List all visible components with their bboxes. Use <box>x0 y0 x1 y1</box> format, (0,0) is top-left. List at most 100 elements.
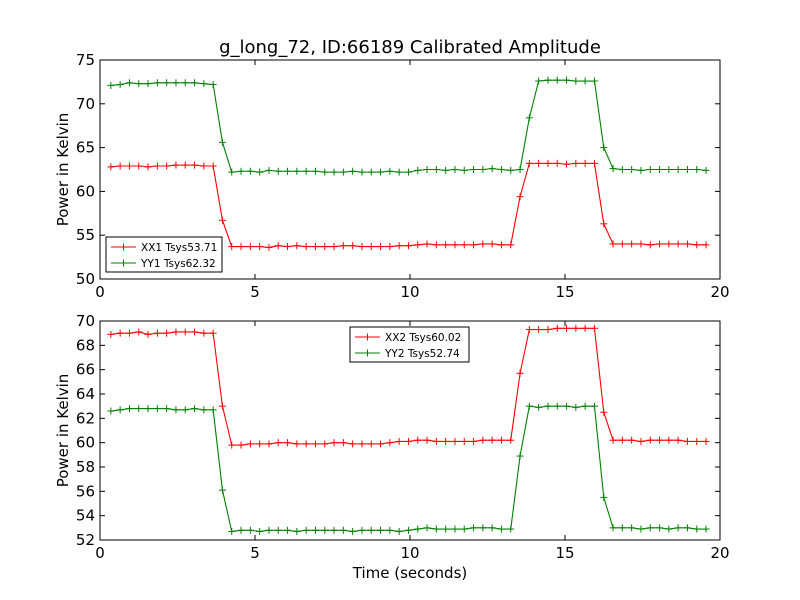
data-point <box>525 402 533 410</box>
y-tick-label: 66 <box>76 361 95 379</box>
data-point <box>144 330 152 338</box>
data-point <box>590 77 598 85</box>
legend-box <box>349 326 470 363</box>
legend-label: YY1 Tsys62.32 <box>140 258 216 270</box>
data-point <box>442 241 450 249</box>
data-point <box>535 77 543 85</box>
data-point <box>265 166 273 174</box>
data-point <box>339 242 347 250</box>
data-point <box>572 159 580 167</box>
data-point <box>535 403 543 411</box>
data-point <box>563 160 571 168</box>
data-point <box>702 525 710 533</box>
data-point <box>116 329 124 337</box>
data-point <box>535 159 543 167</box>
data-point <box>163 162 171 170</box>
data-point <box>191 79 199 87</box>
series-2 <box>107 402 710 535</box>
legend-label: YY2 Tsys52.74 <box>384 348 460 360</box>
chart-title: g_long_72, ID:66189 Calibrated Amplitude <box>219 37 601 58</box>
data-point <box>656 524 664 532</box>
data-point <box>200 406 208 414</box>
data-point <box>451 241 459 249</box>
y-tick-label: 68 <box>76 336 95 354</box>
data-point <box>256 440 264 448</box>
data-point <box>172 79 180 87</box>
data-point <box>488 436 496 444</box>
data-point <box>209 81 217 89</box>
data-point <box>321 168 329 176</box>
data-point <box>442 166 450 174</box>
y-tick-label: 65 <box>76 139 95 157</box>
legend-label: XX2 Tsys60.02 <box>385 332 461 344</box>
data-point <box>125 79 133 87</box>
data-point <box>432 241 440 249</box>
data-point <box>107 163 115 171</box>
data-point <box>488 524 496 532</box>
x-tick-label: 20 <box>710 283 729 301</box>
data-point <box>432 525 440 533</box>
data-point <box>497 241 505 249</box>
data-point <box>423 240 431 248</box>
data-point <box>358 440 366 448</box>
data-point <box>367 243 375 251</box>
data-point <box>311 243 319 251</box>
data-point <box>414 436 422 444</box>
data-point <box>181 79 189 87</box>
legend: XX1 Tsys53.71 YY1 Tsys62.32 <box>105 236 223 273</box>
data-point <box>618 524 626 532</box>
data-point <box>618 166 626 173</box>
data-point <box>516 193 524 201</box>
y-tick-label: 58 <box>76 458 95 476</box>
data-point <box>460 241 468 249</box>
data-point <box>693 166 701 173</box>
data-point <box>590 402 598 410</box>
y-tick-label: 70 <box>76 312 95 330</box>
data-point <box>618 436 626 444</box>
x-axis-label: Time (seconds) <box>352 564 468 582</box>
data-point <box>135 405 143 413</box>
data-point <box>590 159 598 167</box>
data-point <box>144 163 152 171</box>
data-point <box>442 525 450 533</box>
data-point <box>470 437 478 445</box>
data-point <box>590 324 598 332</box>
data-point <box>507 525 515 533</box>
data-point <box>628 436 636 444</box>
data-point <box>423 436 431 444</box>
data-point <box>377 168 385 176</box>
data-point <box>116 162 124 170</box>
data-point <box>191 405 199 413</box>
data-point <box>321 526 329 534</box>
x-tick-label: 5 <box>250 283 260 301</box>
data-point <box>265 243 273 251</box>
data-point <box>544 402 552 410</box>
legend: XX2 Tsys60.02 YY2 Tsys52.74 <box>349 326 470 363</box>
data-point <box>153 329 161 337</box>
data-point <box>349 242 357 250</box>
data-point <box>674 524 682 532</box>
data-point <box>693 437 701 445</box>
data-point <box>153 162 161 170</box>
legend-entry: XX1 Tsys53.71 <box>111 242 217 254</box>
data-point <box>265 526 273 534</box>
data-point <box>479 166 487 173</box>
data-point <box>516 452 524 460</box>
data-point <box>265 440 273 448</box>
data-point <box>581 324 589 332</box>
data-point <box>581 77 589 85</box>
y-tick-label: 70 <box>76 95 95 113</box>
data-point <box>386 167 394 175</box>
data-point <box>628 166 636 173</box>
data-point <box>153 405 161 413</box>
data-point <box>125 162 133 170</box>
data-point <box>293 440 301 448</box>
data-point <box>274 526 282 534</box>
data-point <box>302 243 310 251</box>
x-tick-label: 0 <box>95 283 105 301</box>
data-point <box>367 168 375 176</box>
data-point <box>507 241 515 249</box>
data-point <box>600 144 608 152</box>
data-point <box>646 166 654 173</box>
data-point <box>618 240 626 248</box>
